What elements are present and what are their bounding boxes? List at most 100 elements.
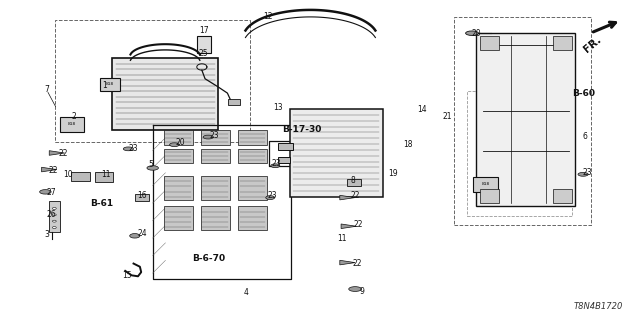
Text: 22: 22	[353, 220, 363, 229]
Text: 23: 23	[268, 191, 277, 200]
Bar	[237, 148, 267, 163]
Ellipse shape	[124, 147, 134, 151]
Text: 22: 22	[352, 259, 362, 268]
Text: B-60: B-60	[572, 89, 595, 98]
Text: 21: 21	[443, 112, 452, 121]
Text: 20: 20	[176, 138, 186, 147]
Text: 23: 23	[129, 144, 138, 153]
Text: 16: 16	[138, 190, 147, 200]
Text: 10: 10	[63, 170, 72, 179]
Ellipse shape	[147, 166, 159, 170]
Polygon shape	[340, 260, 355, 265]
Ellipse shape	[170, 143, 179, 147]
Ellipse shape	[466, 31, 478, 36]
Text: 14: 14	[417, 105, 427, 114]
Text: 15: 15	[122, 271, 132, 280]
Bar	[290, 109, 383, 197]
Text: 19: 19	[388, 169, 398, 178]
Bar	[237, 206, 267, 230]
Polygon shape	[341, 224, 356, 228]
Text: 23: 23	[210, 131, 220, 140]
Text: 818: 818	[68, 122, 76, 126]
Text: B-61: B-61	[90, 198, 113, 207]
Bar	[135, 194, 149, 201]
Bar	[113, 58, 218, 130]
Ellipse shape	[271, 164, 280, 168]
Text: 22: 22	[49, 166, 58, 175]
Ellipse shape	[349, 287, 362, 292]
Text: 7: 7	[44, 85, 49, 94]
Text: 11: 11	[338, 234, 347, 243]
Bar	[55, 20, 250, 142]
Bar	[467, 92, 572, 216]
Bar	[553, 36, 572, 50]
Ellipse shape	[130, 234, 140, 238]
Text: 22: 22	[58, 149, 68, 158]
Text: 23: 23	[582, 168, 592, 177]
Ellipse shape	[203, 135, 213, 139]
Text: 13: 13	[274, 103, 284, 112]
Bar	[454, 17, 591, 225]
Bar	[164, 206, 193, 230]
Ellipse shape	[52, 227, 56, 228]
Bar	[71, 172, 90, 181]
Text: B-17-30: B-17-30	[282, 125, 321, 134]
Text: 23: 23	[272, 159, 282, 168]
Bar	[100, 78, 120, 91]
Ellipse shape	[52, 207, 56, 209]
Text: B-6-70: B-6-70	[192, 254, 225, 263]
Bar	[164, 176, 193, 200]
Text: 25: 25	[199, 49, 209, 58]
Bar	[479, 36, 499, 50]
Bar	[553, 189, 572, 203]
Text: 9: 9	[359, 287, 364, 296]
Text: 24: 24	[138, 229, 147, 238]
Bar	[95, 172, 113, 182]
Bar	[49, 201, 60, 232]
Text: 22: 22	[350, 191, 360, 200]
Text: 3: 3	[44, 230, 49, 239]
Bar	[200, 206, 230, 230]
Text: 5: 5	[148, 160, 153, 169]
Bar	[237, 130, 267, 145]
Ellipse shape	[40, 190, 51, 194]
Text: 17: 17	[199, 26, 209, 35]
Bar	[164, 148, 193, 163]
Text: 8: 8	[351, 176, 356, 185]
Polygon shape	[340, 195, 355, 200]
Text: 20: 20	[472, 29, 481, 38]
Ellipse shape	[266, 196, 275, 199]
Bar	[237, 176, 267, 200]
Text: FR.: FR.	[582, 35, 604, 55]
Text: 12: 12	[263, 12, 273, 21]
Text: 1: 1	[102, 81, 106, 90]
Text: 818: 818	[481, 182, 490, 186]
Bar	[60, 117, 84, 132]
Ellipse shape	[52, 220, 56, 222]
Text: 27: 27	[47, 188, 56, 197]
Text: 18: 18	[403, 140, 412, 149]
Bar	[347, 179, 361, 186]
Text: 26: 26	[47, 210, 56, 219]
Bar	[473, 177, 497, 192]
Ellipse shape	[52, 214, 56, 216]
Text: 6: 6	[582, 132, 588, 140]
Polygon shape	[42, 167, 57, 172]
Bar	[278, 157, 290, 163]
Bar	[228, 99, 239, 105]
Text: 2: 2	[71, 113, 76, 122]
Bar	[200, 130, 230, 145]
Bar	[200, 148, 230, 163]
Text: 11: 11	[101, 170, 111, 179]
Ellipse shape	[578, 172, 588, 176]
Bar	[476, 33, 575, 206]
Bar	[479, 189, 499, 203]
Bar	[278, 143, 292, 150]
Bar	[200, 176, 230, 200]
Polygon shape	[49, 151, 65, 155]
Text: 818: 818	[106, 83, 114, 86]
Bar	[164, 130, 193, 145]
Bar	[197, 36, 211, 53]
Text: T8N4B1720: T8N4B1720	[574, 302, 623, 311]
Text: 4: 4	[244, 288, 249, 297]
